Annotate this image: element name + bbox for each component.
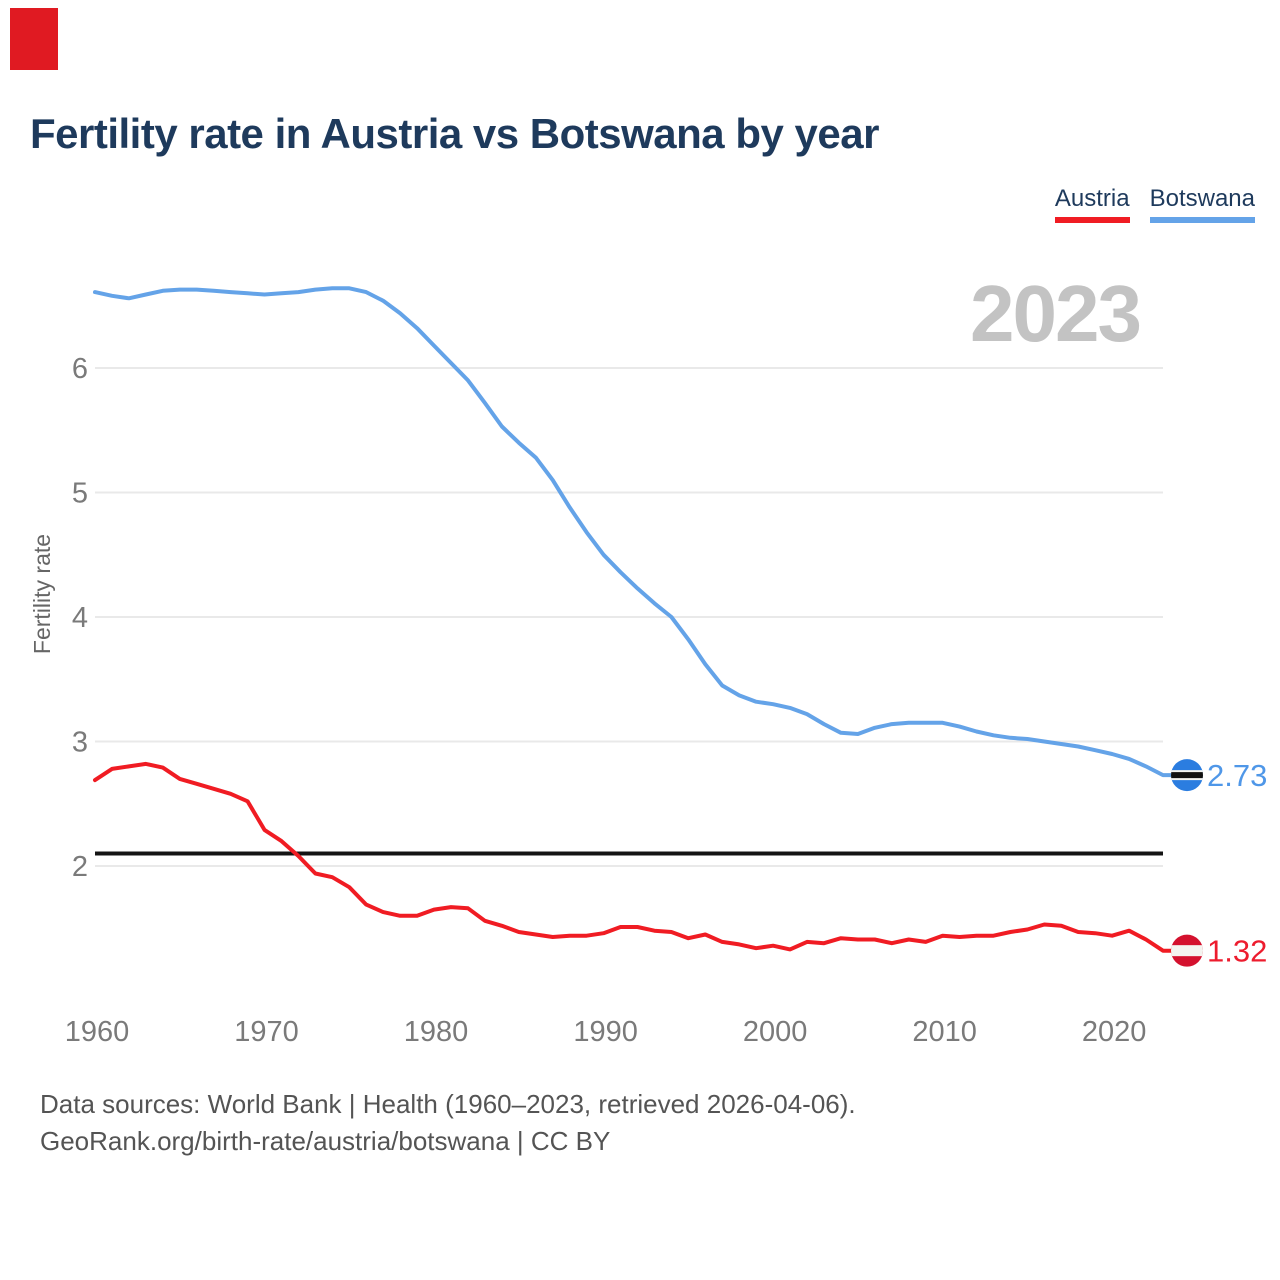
legend-item-austria[interactable]: Austria	[1054, 185, 1130, 223]
footer-data-sources: Data sources: World Bank | Health (1960–…	[40, 1089, 856, 1119]
austria-line	[93, 761, 1173, 953]
legend: Austria Botswana	[1054, 185, 1255, 223]
footer: Data sources: World Bank | Health (1960–…	[40, 1086, 856, 1160]
y-axis-title: Fertility rate	[29, 534, 55, 654]
legend-label-austria: Austria	[1054, 185, 1130, 212]
x-tick-label: 2000	[743, 1016, 808, 1048]
legend-underline-austria	[1054, 217, 1130, 223]
page-title: Fertility rate in Austria vs Botswana by…	[30, 110, 879, 157]
austria-end-value-label: 1.32	[1207, 934, 1267, 969]
botswana-flag-icon-black-stripe	[1171, 772, 1203, 779]
y-tick-label: 6	[72, 353, 88, 385]
x-tick-label: 2010	[912, 1016, 977, 1048]
x-tick-label: 1990	[573, 1016, 638, 1048]
legend-label-botswana: Botswana	[1149, 185, 1255, 212]
x-tick-label: 1980	[404, 1016, 469, 1048]
x-tick-label: 1970	[234, 1016, 299, 1048]
y-tick-label: 4	[72, 602, 88, 634]
legend-item-botswana[interactable]: Botswana	[1149, 185, 1255, 223]
austria-flag-icon-white-stripe	[1171, 945, 1203, 957]
legend-underline-botswana	[1149, 217, 1255, 223]
x-tick-label: 2020	[1082, 1016, 1147, 1048]
y-tick-label: 5	[72, 478, 88, 510]
footer-attribution: GeoRank.org/birth-rate/austria/botswana …	[40, 1126, 611, 1156]
x-tick-label: 1960	[65, 1016, 130, 1048]
y-tick-label: 2	[72, 851, 88, 883]
corner-mark	[10, 8, 58, 70]
y-tick-label: 3	[72, 727, 88, 759]
botswana-end-value-label: 2.73	[1207, 758, 1267, 793]
watermark-year: 2023	[970, 269, 1140, 358]
botswana-line	[93, 286, 1173, 778]
